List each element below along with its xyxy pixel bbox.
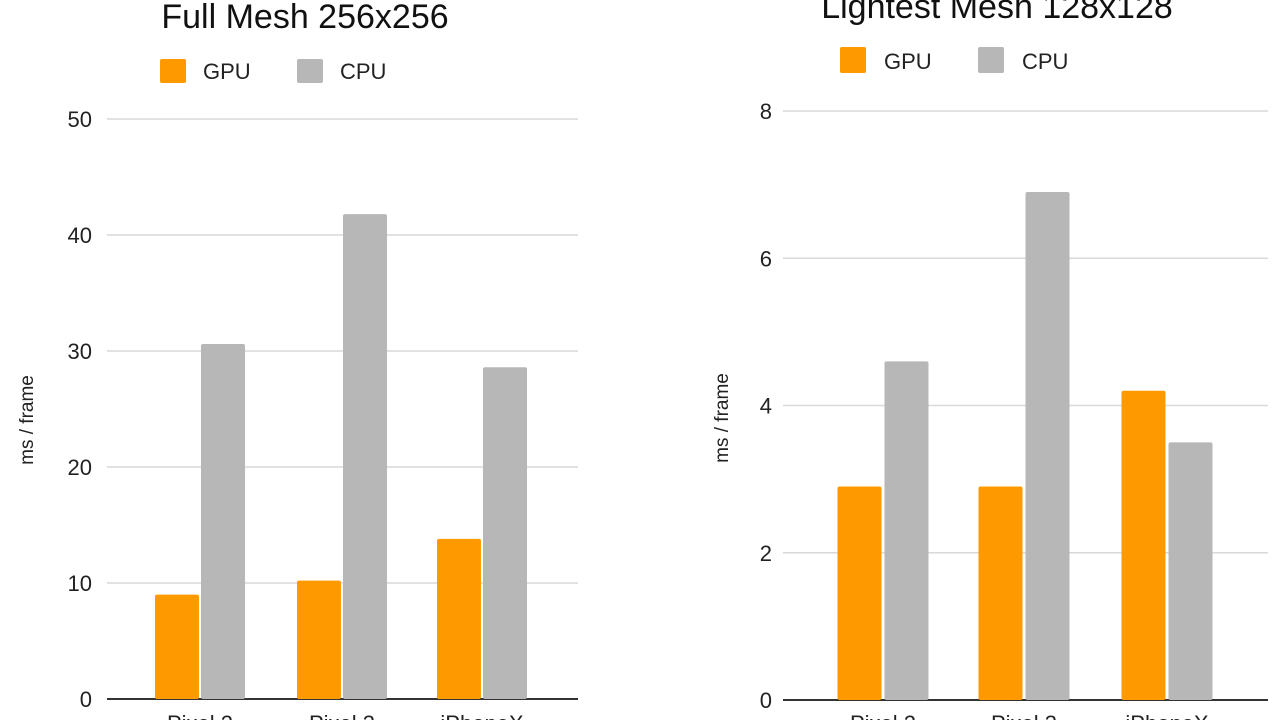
gpu-bar bbox=[837, 486, 882, 700]
chart-1-legend-label-cpu: CPU bbox=[340, 59, 386, 84]
chart-1-x-tick-label: iPhoneX bbox=[440, 711, 524, 720]
chart-1-x-tick-label: Pixel 3 bbox=[309, 711, 375, 720]
y-tick-label: 0 bbox=[760, 688, 772, 713]
chart-2-legend-swatch-gpu bbox=[840, 47, 866, 73]
chart-2-title: Lightest Mesh 128x128 bbox=[821, 0, 1173, 26]
y-tick-label: 30 bbox=[68, 339, 92, 364]
chart-2-legend-label-gpu: GPU bbox=[884, 49, 932, 74]
chart-1-legend-swatch-gpu bbox=[160, 59, 186, 83]
chart-2-x-tick-label: iPhoneX bbox=[1125, 711, 1209, 720]
gpu-bar bbox=[1121, 390, 1166, 700]
chart-2-y-tick-labels: 0 2 4 6 8 bbox=[760, 99, 772, 713]
chart-1-legend-swatch-cpu bbox=[297, 59, 323, 83]
gpu-bar bbox=[978, 486, 1023, 700]
chart-2-legend-label-cpu: CPU bbox=[1022, 49, 1068, 74]
cpu-bar bbox=[483, 367, 527, 699]
y-tick-label: 40 bbox=[68, 223, 92, 248]
chart-2-legend: GPU CPU bbox=[840, 47, 1068, 74]
chart-1-x-tick-labels: Pixel 2 Pixel 3 iPhoneX bbox=[167, 711, 524, 720]
y-tick-label: 8 bbox=[760, 99, 772, 124]
chart-2-x-tick-label: Pixel 2 bbox=[850, 711, 916, 720]
cpu-bar bbox=[1025, 191, 1070, 701]
gpu-bar bbox=[297, 580, 341, 699]
chart-2-bars bbox=[837, 191, 1213, 701]
chart-1-y-axis-label: ms / frame bbox=[17, 375, 38, 465]
chart-1-legend: GPU CPU bbox=[160, 59, 386, 84]
chart-1-legend-label-gpu: GPU bbox=[203, 59, 251, 84]
chart-1-x-tick-label: Pixel 2 bbox=[167, 711, 233, 720]
gpu-bar bbox=[155, 594, 199, 699]
chart-2-x-tick-labels: Pixel 2 Pixel 3 iPhoneX bbox=[850, 711, 1209, 720]
y-tick-label: 20 bbox=[68, 455, 92, 480]
y-tick-label: 2 bbox=[760, 541, 772, 566]
chart-1-title: Full Mesh 256x256 bbox=[161, 0, 448, 36]
chart-2-y-axis-label: ms / frame bbox=[712, 373, 733, 463]
gpu-bar bbox=[437, 538, 481, 699]
cpu-bar bbox=[343, 214, 387, 699]
cpu-bar bbox=[201, 344, 245, 699]
y-tick-label: 4 bbox=[760, 394, 772, 419]
chart-2: Lightest Mesh 128x128 GPU CPU ms / frame… bbox=[712, 0, 1268, 720]
y-tick-label: 50 bbox=[68, 107, 92, 132]
y-tick-label: 6 bbox=[760, 246, 772, 271]
chart-1-y-tick-labels: 0 10 20 30 40 50 bbox=[68, 107, 92, 712]
cpu-bar bbox=[884, 361, 929, 700]
chart-1: Full Mesh 256x256 GPU CPU ms / frame Pix… bbox=[17, 0, 578, 720]
chart-1-bars bbox=[155, 214, 527, 699]
y-tick-label: 10 bbox=[68, 571, 92, 596]
y-tick-label: 0 bbox=[80, 687, 92, 712]
chart-2-legend-swatch-cpu bbox=[978, 47, 1004, 73]
chart-2-x-tick-label: Pixel 3 bbox=[991, 711, 1057, 720]
cpu-bar bbox=[1168, 442, 1213, 700]
